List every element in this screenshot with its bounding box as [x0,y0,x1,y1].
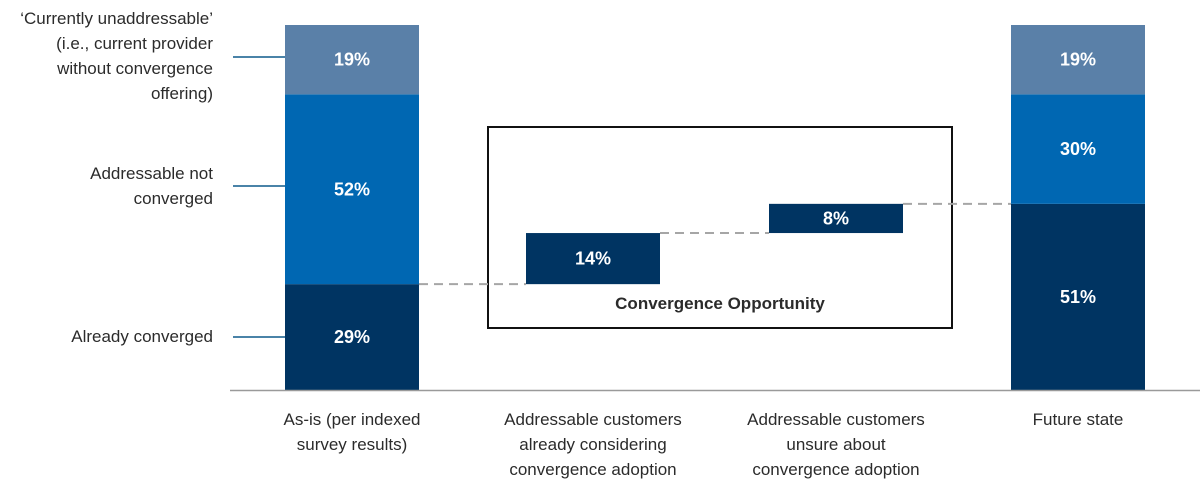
bar-value-label: 19% [1060,50,1096,70]
legend-entry: Addressable not converged [90,164,213,208]
legend-entry: ‘Currently unaddressable’ (i.e., current… [20,9,213,103]
x-tick-label: As-is (per indexed survey results) [283,410,421,454]
stacked-bar-segment [1011,25,1145,95]
floating-bar-value-label: 14% [575,249,611,269]
stacked-bar-segment [285,94,419,285]
x-tick-label: Addressable customers already considerin… [504,410,682,479]
bar-value-label: 30% [1060,139,1096,159]
annotation-box-title: Convergence Opportunity [615,294,825,313]
stacked-bar-segment [285,284,419,390]
stacked-bar-segment [1011,203,1145,390]
bar-value-label: 29% [334,327,370,347]
bar-value-label: 19% [334,50,370,70]
floating-bar [526,233,660,285]
x-tick-label: Future state [1032,410,1124,429]
convergence-opportunity-box [487,126,953,329]
x-tick-label: Addressable customers unsure about conve… [747,410,925,479]
legend-entry: Already converged [71,327,213,346]
bar-value-label: 51% [1060,287,1096,307]
stacked-bar-segment [1011,94,1145,204]
floating-bar-value-label: 8% [823,208,849,228]
bar-value-label: 52% [334,179,370,199]
floating-bar [769,203,903,234]
stacked-bar-segment [285,25,419,95]
